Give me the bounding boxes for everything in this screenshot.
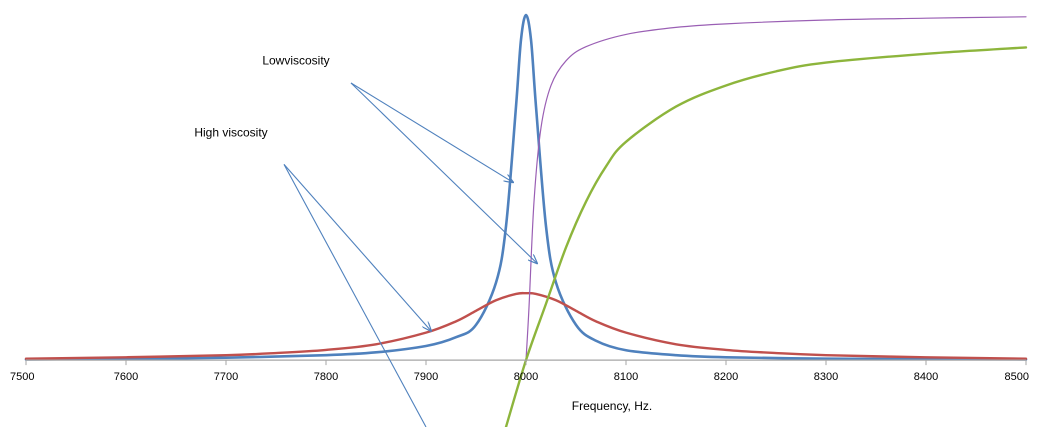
x-tick-label: 8000 (514, 371, 538, 383)
x-tick-label: 8100 (614, 371, 638, 383)
x-tick-label: 7800 (314, 371, 338, 383)
x-axis-title: Frequency, Hz. (572, 399, 652, 413)
x-tick-label: 7500 (10, 371, 34, 383)
series-layer (24, 13, 1028, 427)
high-viscosity-arrow (283, 164, 427, 427)
high-viscosity-phase-line (504, 46, 1028, 427)
x-tick-label: 7900 (414, 371, 438, 383)
high-viscosity-arrow (283, 163, 431, 331)
low-viscosity-label: Lowviscosity (262, 53, 329, 67)
x-tick-label: 8300 (814, 371, 838, 383)
low-viscosity-phase-line (525, 16, 1027, 361)
low-viscosity-arrow (350, 82, 537, 263)
x-tick-label: 7600 (114, 371, 138, 383)
high-viscosity-amplitude-line (24, 291, 1028, 360)
x-tick-label: 8500 (1005, 371, 1029, 383)
x-axis: 7500 7600 7700 7800 7900 8000 8100 8200 8300 8400… (10, 359, 1029, 413)
x-tick-label: 7700 (214, 371, 238, 383)
low-viscosity-amplitude-line (24, 13, 1028, 361)
high-viscosity-label: High viscosity (194, 126, 267, 140)
x-tick-label: 8400 (914, 371, 938, 383)
low-viscosity-arrow (350, 82, 513, 182)
x-tick-label: 8200 (714, 371, 738, 383)
annotations-layer: Lowviscosity High viscosity (194, 53, 537, 427)
